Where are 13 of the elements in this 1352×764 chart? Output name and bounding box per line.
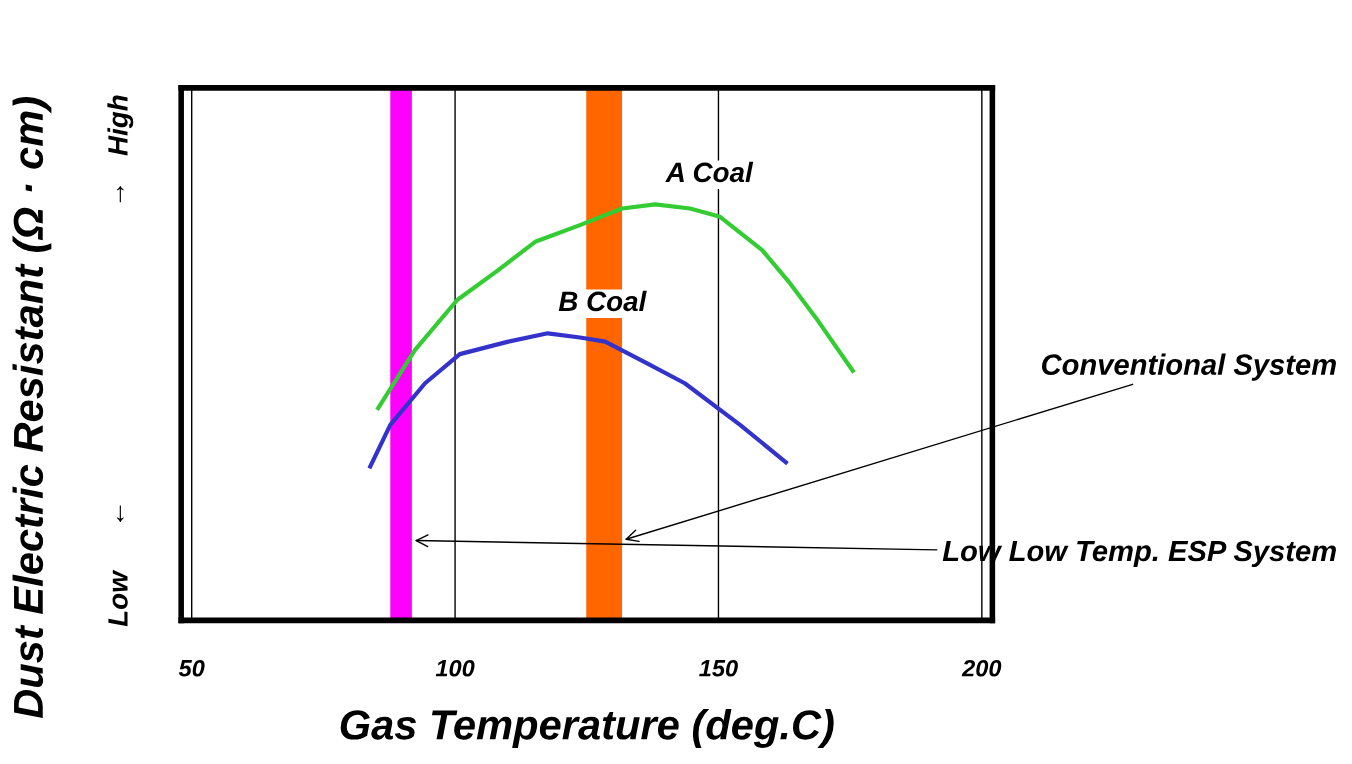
series-label: A Coal [665,161,754,183]
x-axis-title: Gas Temperature (deg.C) [340,709,834,748]
text: High [107,95,134,156]
x-tick-label: 150 [699,659,738,677]
y-axis-title: Dust Electric Resistant (Ω · cm) [12,97,52,719]
band-label: Conventional System [1041,353,1336,381]
text: ↓ [117,505,124,522]
x-tick-label: 100 [435,659,475,677]
text: Low [108,569,128,627]
x-tick-label: 50 [178,659,205,677]
x-tick-label: 200 [961,659,1002,677]
series-label: B Coal [558,290,647,312]
text: ↑ [117,185,124,203]
